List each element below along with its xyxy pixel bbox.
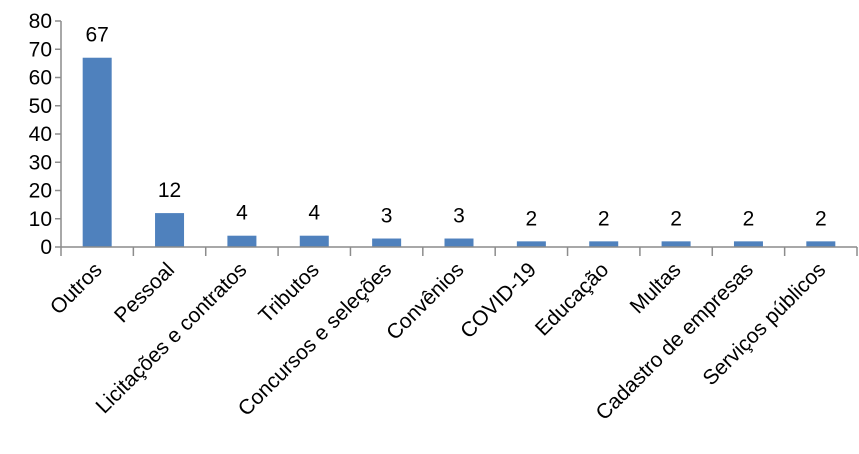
y-axis: 0 10 20 30 40 50 60 70 80 bbox=[29, 10, 62, 259]
y-tick-label: 70 bbox=[29, 38, 52, 61]
data-label: 67 bbox=[86, 24, 109, 47]
y-tick-label: 20 bbox=[29, 180, 52, 203]
data-label: 2 bbox=[526, 207, 538, 230]
bar bbox=[661, 241, 691, 247]
category-label: COVID-19 bbox=[456, 258, 541, 343]
bar bbox=[589, 241, 619, 247]
data-label: 4 bbox=[236, 202, 248, 225]
category-label: Pessoal bbox=[110, 258, 179, 327]
bar bbox=[82, 57, 112, 247]
y-tick-label: 40 bbox=[29, 123, 52, 146]
category-label: Convênios bbox=[382, 258, 468, 344]
data-label: 2 bbox=[598, 207, 610, 230]
bar bbox=[227, 235, 257, 247]
bar bbox=[299, 235, 329, 247]
y-tick-label: 0 bbox=[40, 236, 52, 259]
y-tick-label: 60 bbox=[29, 67, 52, 90]
data-label: 2 bbox=[743, 207, 755, 230]
category-label: Multas bbox=[626, 258, 686, 318]
category-label: Serviços públicos bbox=[699, 258, 831, 390]
bar bbox=[733, 241, 763, 247]
data-label: 3 bbox=[453, 205, 465, 228]
data-label: 4 bbox=[308, 202, 320, 225]
data-label: 2 bbox=[815, 207, 827, 230]
y-tick-label: 50 bbox=[29, 95, 52, 118]
bar bbox=[155, 213, 185, 247]
y-tick-label: 10 bbox=[29, 208, 52, 231]
category-label: Outros bbox=[46, 258, 107, 319]
category-label: Tributos bbox=[254, 258, 323, 327]
data-label: 12 bbox=[158, 179, 181, 202]
bar bbox=[516, 241, 546, 247]
category-label: Educação bbox=[531, 258, 613, 340]
y-tick-label: 80 bbox=[29, 10, 52, 33]
bar bbox=[444, 238, 474, 247]
data-labels: 67 12 4 4 3 3 2 2 2 2 2 bbox=[86, 24, 827, 231]
data-label: 3 bbox=[381, 205, 393, 228]
bars bbox=[82, 57, 836, 247]
bar bbox=[806, 241, 836, 247]
category-label: Licitações e contratos bbox=[92, 258, 252, 418]
y-tick-label: 30 bbox=[29, 151, 52, 174]
data-label: 2 bbox=[670, 207, 682, 230]
bar bbox=[372, 238, 402, 247]
